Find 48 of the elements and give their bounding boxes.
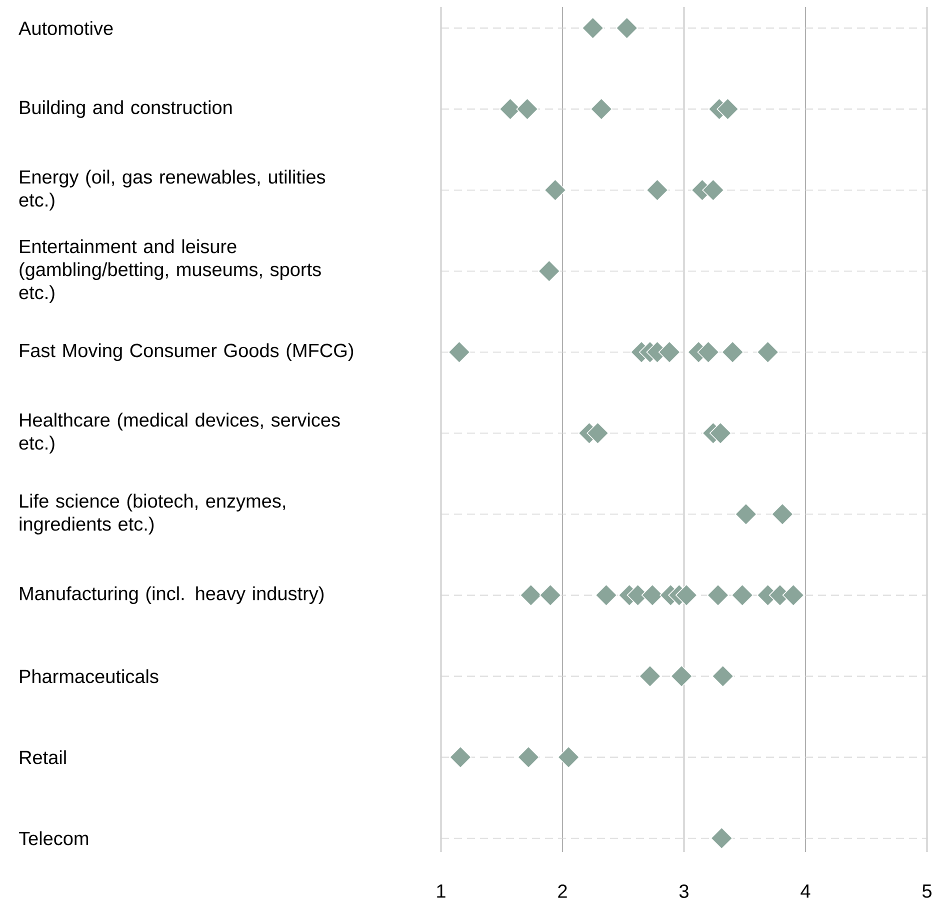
point [558, 746, 580, 768]
point [782, 584, 804, 606]
y-tick-label: Pharmaceuticals [20, 669, 158, 684]
point [544, 179, 566, 202]
point [582, 17, 604, 40]
y-tick-label: Retail [20, 750, 66, 764]
point [520, 584, 542, 606]
y-tick-label: Life science (biotech, enzymes, ingredients etc.) [20, 494, 286, 535]
point [712, 665, 734, 688]
point [771, 503, 794, 526]
y-tick-label: Fast Moving Consumer Goods (MFCG) [20, 343, 354, 361]
point [697, 341, 720, 364]
point [638, 665, 661, 688]
point [756, 341, 779, 364]
y-tick-label: Energy (oil, gas renewables, utilities etc.) [19, 170, 326, 210]
y-tick-label: Automotive [18, 21, 113, 36]
point [716, 98, 739, 120]
point [731, 584, 754, 606]
point [516, 98, 538, 120]
y-tick-label: Entertainment and leisure (gambling/betting, museums, sports etc.) [19, 239, 321, 303]
point [702, 179, 724, 202]
x-tick-label: 1 [437, 884, 446, 898]
point [709, 422, 732, 444]
point [646, 179, 668, 202]
point [675, 584, 698, 606]
point [448, 341, 470, 364]
point [707, 584, 730, 606]
y-tick-label: Manufacturing (incl. heavy industry) [20, 586, 324, 604]
point [658, 341, 680, 364]
point [722, 341, 744, 364]
x-tick-label: 3 [679, 884, 688, 898]
y-tick-label: Telecom [18, 831, 88, 846]
x-tick-label: 5 [922, 884, 932, 898]
point [539, 584, 562, 606]
y-tick-label: Building and construction [20, 100, 232, 118]
point [734, 503, 757, 526]
point [670, 665, 693, 688]
x-tick-label: 4 [800, 884, 810, 898]
point [586, 422, 609, 444]
y-tick-label: Healthcare (medical devices, services etc.) [19, 412, 340, 454]
point [595, 584, 618, 606]
x-tick-label: 2 [558, 884, 567, 898]
point [710, 827, 733, 850]
point [517, 746, 540, 768]
point [538, 260, 560, 282]
point [590, 98, 612, 120]
point [449, 746, 472, 768]
point [616, 17, 638, 40]
